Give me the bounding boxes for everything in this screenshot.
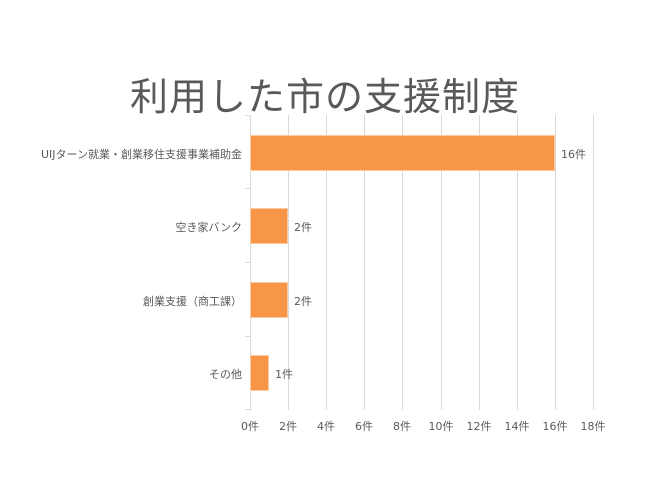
x-tick-label: 4件 (317, 420, 335, 433)
gridline (555, 115, 556, 410)
data-label: 2件 (294, 295, 312, 308)
bar-akiya (250, 208, 288, 244)
gridline (593, 115, 594, 410)
x-tick-label: 8件 (393, 420, 411, 433)
x-tick-label: 10件 (428, 420, 454, 433)
category-label: 空き家バンク (175, 221, 242, 234)
axis-tick (245, 409, 250, 410)
gridline (517, 115, 518, 410)
bar-sogyo (250, 282, 288, 318)
data-label: 16件 (561, 148, 586, 161)
axis-tick (245, 188, 250, 189)
data-label: 2件 (294, 221, 312, 234)
x-tick-label: 18件 (580, 420, 606, 433)
y-axis-line (250, 115, 251, 410)
bar-other (250, 355, 269, 391)
gridline (364, 115, 365, 410)
category-label: 創業支援（商工課） (143, 295, 242, 308)
x-tick-label: 14件 (504, 420, 530, 433)
bar-uij (250, 135, 555, 171)
gridline (326, 115, 327, 410)
gridline (441, 115, 442, 410)
category-label: その他 (209, 368, 242, 381)
gridline (479, 115, 480, 410)
axis-tick (245, 262, 250, 263)
axis-tick (245, 336, 250, 337)
x-tick-label: 6件 (355, 420, 373, 433)
x-tick-label: 2件 (279, 420, 297, 433)
plot-area: 16件 2件 2件 1件 (245, 115, 595, 410)
axis-tick (245, 115, 250, 116)
gridline (402, 115, 403, 410)
x-tick-label: 12件 (466, 420, 492, 433)
x-tick-label: 16件 (542, 420, 568, 433)
category-label: UIJターン就業・創業移住支援事業補助金 (41, 148, 242, 161)
chart-title: 利用した市の支援制度 (129, 75, 520, 119)
x-tick-label: 0件 (241, 420, 259, 433)
gridline (288, 115, 289, 410)
data-label: 1件 (275, 368, 293, 381)
